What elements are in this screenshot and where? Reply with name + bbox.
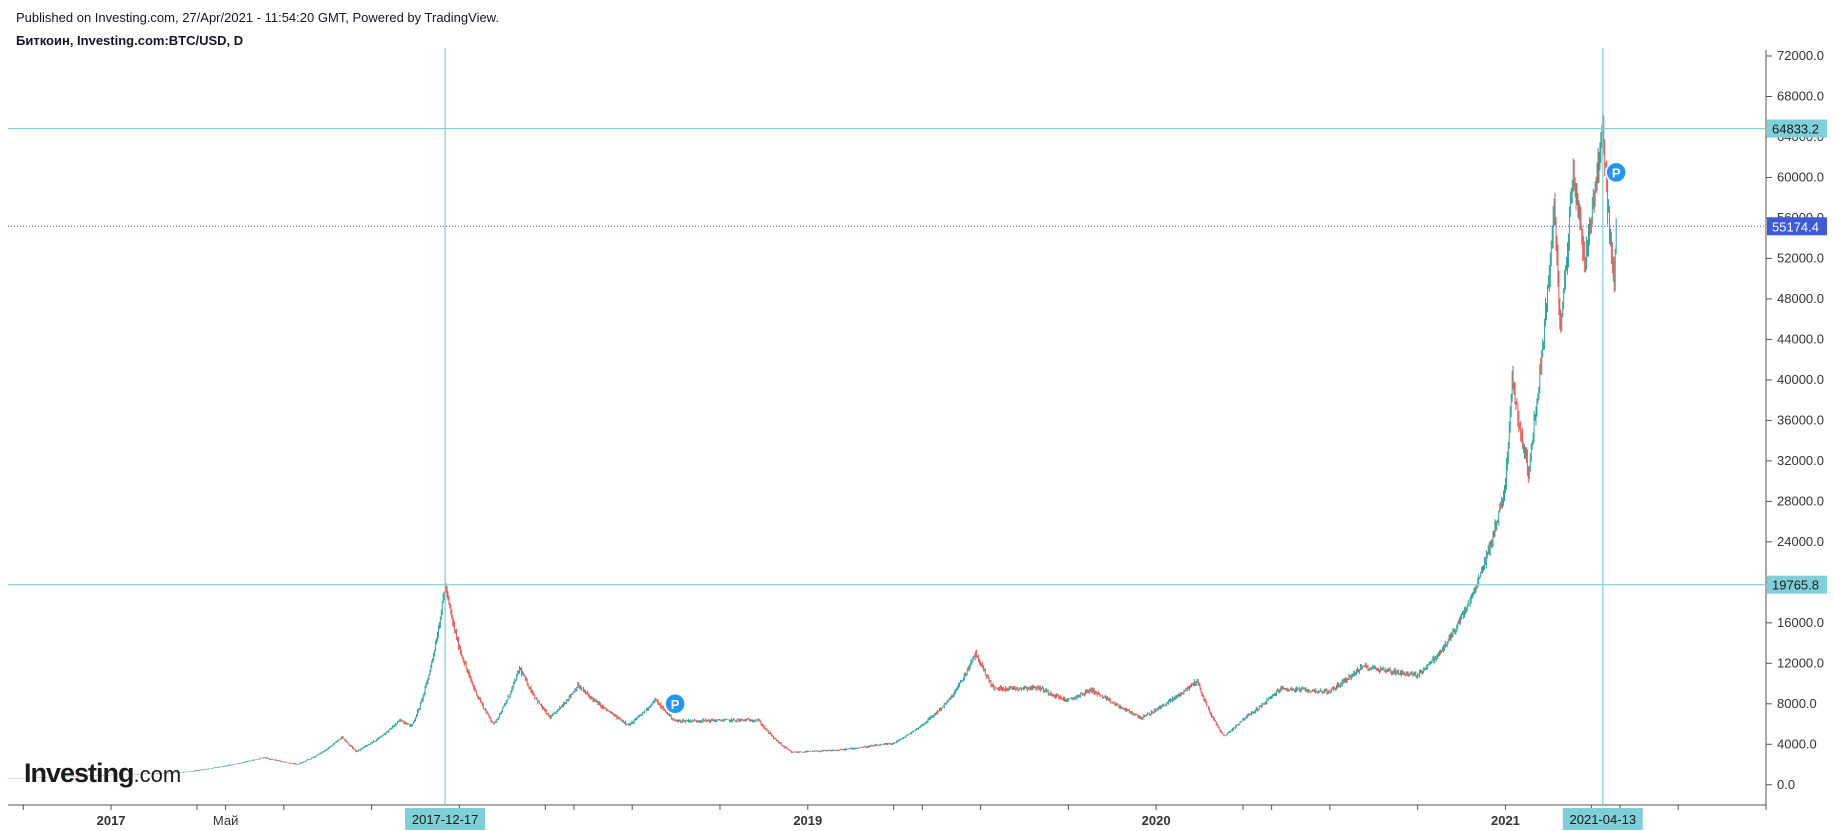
y-tick-label: 72000.0 [1777,48,1824,63]
y-tick-label: 12000.0 [1777,655,1824,670]
publication-marker[interactable] [1605,161,1627,184]
x-tick-label: Май [213,813,238,828]
y-tick-label: 4000.0 [1777,736,1817,751]
y-tick-label: 60000.0 [1777,169,1824,184]
y-tick-label: 24000.0 [1777,534,1824,549]
date-label: 2021-04-13 [1570,812,1637,827]
y-tick-label: 0.0 [1777,777,1795,792]
publication-marker-label: P [1612,165,1621,180]
logo-suffix-text: .com [133,762,182,787]
x-tick-label: 2019 [793,813,822,828]
logo-main-text: Investing [24,758,135,788]
y-tick-label: 68000.0 [1777,88,1824,103]
x-tick-label: 2021 [1491,813,1520,828]
y-tick-label: 36000.0 [1777,412,1824,427]
level-label: 19765.8 [1772,578,1819,593]
date-label: 2017-12-17 [412,812,479,827]
last-price-label: 55174.4 [1772,219,1819,234]
level-label: 64833.2 [1772,122,1819,137]
y-tick-label: 28000.0 [1777,493,1824,508]
y-tick-label: 40000.0 [1777,372,1824,387]
publication-marker-label: P [671,697,680,712]
level-label-box [1767,119,1827,138]
date-label-box [405,808,486,830]
level-label-box [1767,575,1827,594]
y-tick-label: 32000.0 [1777,453,1824,468]
x-tick-label: 2017 [97,813,126,828]
symbol-title: Биткоин, Investing.com:BTC/USD, D [16,33,244,48]
publication-marker[interactable] [664,693,686,715]
y-tick-label: 52000.0 [1777,250,1824,265]
y-tick-label: 16000.0 [1777,615,1824,630]
published-caption: Published on Investing.com, 27/Apr/2021 … [16,10,499,25]
last-price-label-box [1767,217,1827,236]
y-tick-label: 8000.0 [1777,696,1817,711]
y-tick-label: 48000.0 [1777,291,1824,306]
y-tick-label: 44000.0 [1777,331,1824,346]
date-label-box [1562,808,1643,830]
x-tick-label: 2020 [1142,813,1171,828]
investing-logo: Investing.com [24,758,181,789]
